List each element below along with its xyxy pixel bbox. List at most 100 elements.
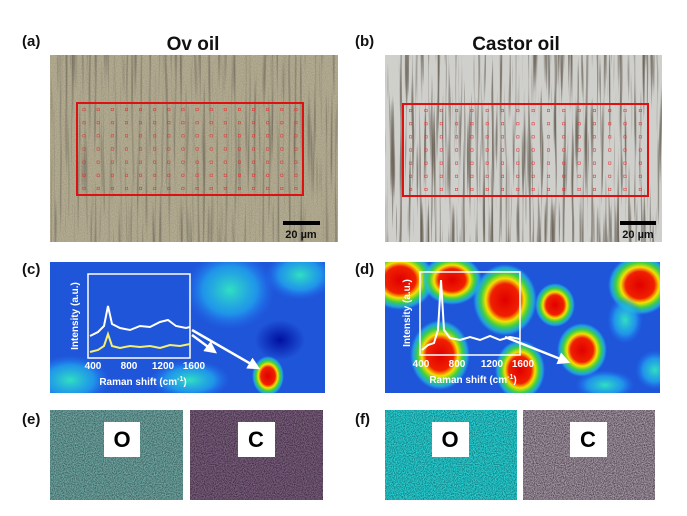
- x-axis-label-sup: -1: [177, 376, 183, 383]
- map-point: [439, 148, 443, 152]
- map-point: [153, 147, 157, 151]
- map-point: [562, 135, 566, 139]
- map-point: [209, 134, 213, 138]
- map-point: [280, 134, 284, 138]
- x-tick-label: 400: [413, 359, 430, 370]
- map-point: [195, 108, 199, 112]
- map-point: [592, 109, 596, 113]
- map-point: [110, 147, 114, 151]
- map-point: [623, 161, 627, 165]
- map-point: [547, 135, 550, 139]
- map-point: [547, 148, 550, 152]
- map-point: [237, 121, 241, 125]
- map-point: [577, 135, 581, 139]
- map-point: [252, 121, 256, 125]
- map-point: [153, 121, 157, 125]
- map-point: [455, 109, 459, 113]
- map-point: [223, 134, 227, 138]
- x-axis-label-sup: -1: [507, 374, 513, 381]
- map-point: [153, 134, 157, 138]
- map-point: [608, 174, 612, 178]
- map-grid: [409, 109, 642, 191]
- map-point: [470, 148, 474, 152]
- map-point: [209, 121, 213, 125]
- map-point: [124, 173, 128, 177]
- eds-map: C: [190, 410, 323, 500]
- map-point: [531, 161, 535, 165]
- map-point: [223, 160, 227, 164]
- map-point: [167, 121, 171, 125]
- map-point: [501, 148, 504, 152]
- x-tick-label: 1600: [512, 359, 535, 370]
- map-point: [455, 161, 459, 165]
- map-point: [294, 186, 298, 190]
- map-point: [167, 147, 171, 151]
- map-point: [547, 109, 550, 113]
- map-point: [577, 109, 581, 113]
- map-point: [82, 173, 86, 177]
- map-point: [623, 122, 627, 126]
- map-point: [577, 122, 581, 126]
- map-point: [124, 108, 128, 112]
- map-point: [181, 108, 185, 112]
- map-point: [485, 161, 489, 165]
- map-point: [424, 148, 428, 152]
- micrograph: 20 µm: [385, 55, 662, 242]
- map-point: [623, 174, 627, 178]
- map-point: [439, 161, 443, 165]
- element-label: O: [113, 427, 130, 452]
- map-point: [547, 161, 550, 165]
- map-point: [592, 122, 596, 126]
- map-point: [195, 186, 199, 190]
- map-point: [485, 148, 489, 152]
- map-point: [501, 161, 504, 165]
- map-point: [280, 186, 284, 190]
- map-point: [409, 135, 413, 139]
- map-point: [181, 173, 185, 177]
- map-point: [153, 186, 157, 190]
- map-point: [470, 161, 474, 165]
- map-point: [562, 148, 566, 152]
- map-point: [252, 108, 256, 112]
- element-label: O: [441, 427, 458, 452]
- map-point: [547, 122, 550, 126]
- eds-map: O: [50, 410, 183, 500]
- map-point: [110, 173, 114, 177]
- map-point: [280, 121, 284, 125]
- eds-map: O: [385, 410, 517, 500]
- map-point: [592, 161, 596, 165]
- map-point: [237, 173, 241, 177]
- map-point: [294, 134, 298, 138]
- map-point: [167, 173, 171, 177]
- map-point: [82, 147, 86, 151]
- x-axis-label-end: ): [183, 377, 186, 388]
- map-point: [409, 109, 413, 113]
- map-point: [181, 147, 185, 151]
- map-point: [562, 122, 566, 126]
- map-point: [139, 121, 143, 125]
- map-point: [638, 161, 642, 165]
- map-point: [124, 121, 128, 125]
- map-point: [167, 134, 171, 138]
- map-point: [577, 187, 581, 191]
- map-point: [252, 186, 256, 190]
- map-point: [266, 173, 270, 177]
- map-point: [501, 109, 504, 113]
- map-point: [531, 148, 535, 152]
- map-point: [153, 108, 157, 112]
- map-point: [139, 147, 143, 151]
- panel-label: (a): [22, 33, 40, 50]
- map-point: [577, 174, 581, 178]
- map-point: [195, 134, 199, 138]
- map-point: [252, 134, 256, 138]
- map-point: [608, 122, 612, 126]
- map-point: [439, 135, 443, 139]
- map-point: [455, 187, 459, 191]
- map-point: [608, 148, 612, 152]
- map-point: [181, 121, 185, 125]
- map-point: [110, 186, 114, 190]
- map-point: [252, 147, 256, 151]
- map-point: [531, 122, 535, 126]
- map-point: [209, 160, 213, 164]
- map-point: [638, 135, 642, 139]
